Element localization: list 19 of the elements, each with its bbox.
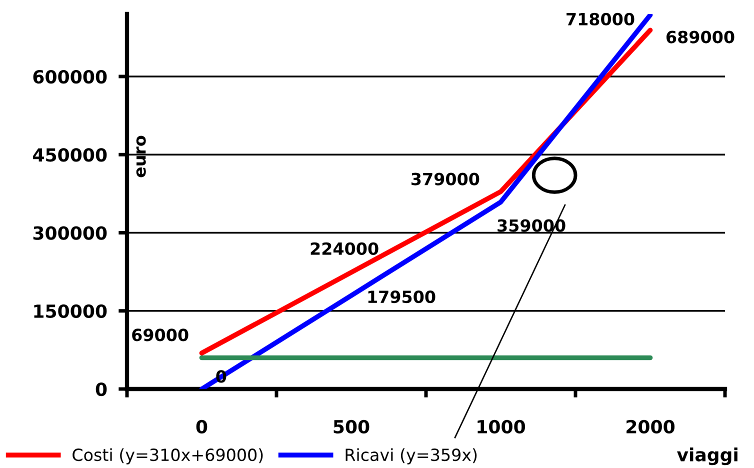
data-label: 718000 xyxy=(566,12,634,26)
y-tick-label: 450000 xyxy=(32,148,107,162)
y-tick-label: 600000 xyxy=(33,70,107,84)
data-label: 379000 xyxy=(412,172,480,186)
y-tick-label: 300000 xyxy=(33,226,107,240)
x-tick-label: 1000 xyxy=(478,420,526,434)
data-label: 69000 xyxy=(132,328,188,342)
x-tick-label: 500 xyxy=(334,420,370,434)
legend-label: Costi (y=310x+69000) xyxy=(72,448,263,464)
y-axis-title: euro xyxy=(136,136,146,178)
y-tick-label: 150000 xyxy=(34,304,107,318)
x-axis-title: viaggi xyxy=(677,447,738,466)
y-tick-label: 0 xyxy=(96,382,107,396)
x-tick-label: 2000 xyxy=(626,420,675,434)
data-label: 689000 xyxy=(666,30,734,44)
data-label: 179500 xyxy=(368,290,436,304)
legend-label: Ricavi (y=359x) xyxy=(346,448,477,464)
data-label: 224000 xyxy=(310,242,378,255)
x-tick-label: 0 xyxy=(196,420,208,434)
